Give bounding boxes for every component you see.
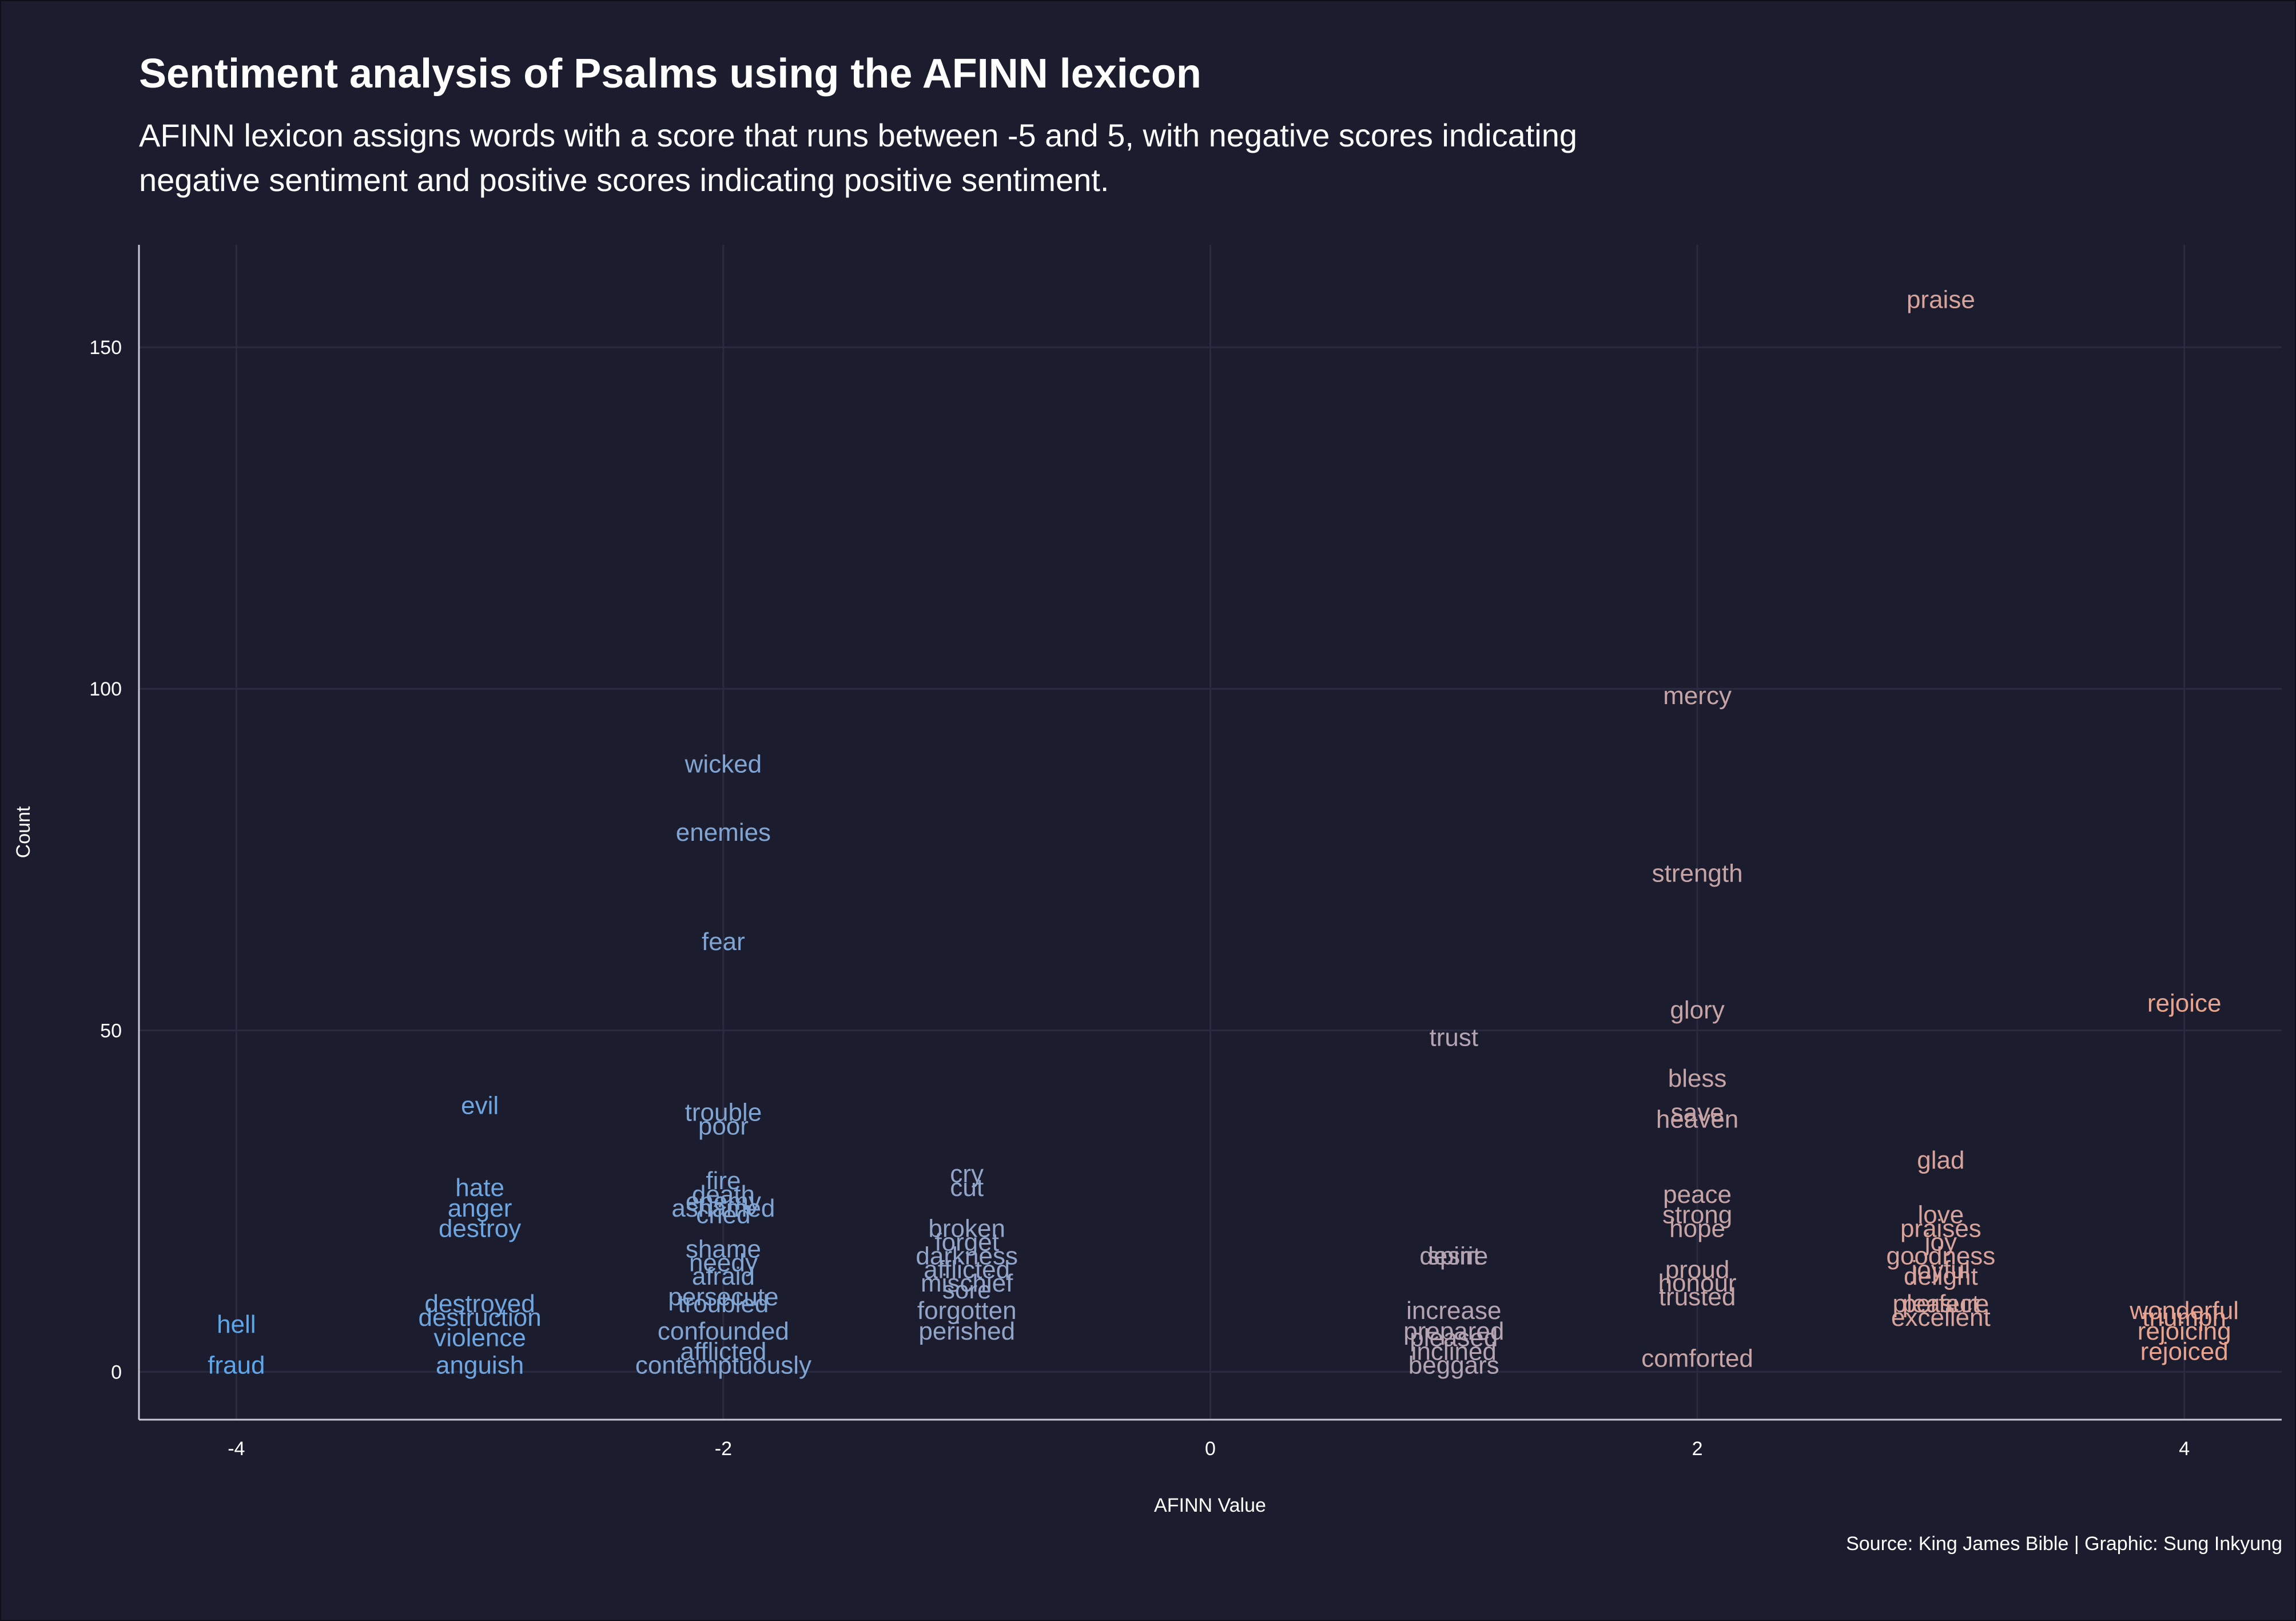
word-point: glory <box>1670 996 1724 1024</box>
word-point: enemy <box>686 1187 761 1215</box>
word-point: strength <box>1652 860 1743 888</box>
word-point: increase <box>1406 1297 1501 1325</box>
tick-labels: -4 -2 0 2 4 0 50 100 150 <box>89 337 2190 1460</box>
word-point: contemptuously <box>635 1351 811 1379</box>
word-point: evil <box>461 1092 499 1120</box>
word-point: destroy <box>439 1215 521 1243</box>
word-point: joyful <box>1911 1256 1971 1284</box>
word-point: praise <box>1907 286 1975 314</box>
word-point: anger <box>448 1194 512 1222</box>
x-tick-label: -2 <box>715 1438 732 1460</box>
word-point: trusted <box>1659 1283 1736 1311</box>
word-point: prepared <box>1403 1317 1504 1345</box>
word-point: destruction <box>418 1304 541 1332</box>
word-point: rejoice <box>2147 990 2222 1018</box>
word-point: enemies <box>676 819 771 847</box>
word-point: spirit <box>1427 1242 1481 1270</box>
word-point: cried <box>696 1201 750 1229</box>
x-axis-title: AFINN Value <box>1154 1495 1266 1516</box>
word-point: destroyed <box>424 1290 535 1318</box>
word-point: wicked <box>685 750 762 778</box>
word-point: hope <box>1669 1215 1725 1243</box>
x-tick-label: 0 <box>1205 1438 1216 1460</box>
axes <box>138 245 2282 1421</box>
word-point: trust <box>1430 1023 1479 1051</box>
word-point: delight <box>1904 1262 1978 1290</box>
word-point: forgotten <box>917 1297 1017 1325</box>
word-point: beggars <box>1408 1351 1499 1379</box>
word-point: afflicted <box>924 1256 1010 1284</box>
word-point: pleasure <box>1892 1290 1989 1318</box>
word-point: anguish <box>436 1351 524 1379</box>
word-point: forget <box>934 1229 999 1257</box>
word-point: bless <box>1668 1064 1727 1092</box>
word-point: honour <box>1658 1269 1737 1297</box>
word-point: save <box>1671 1099 1724 1127</box>
word-point: triumph <box>2142 1304 2226 1332</box>
word-point: inclined <box>1411 1338 1497 1366</box>
word-point: goodness <box>1886 1242 1995 1270</box>
word-point: love <box>1918 1201 1964 1229</box>
word-point: perfect <box>1903 1290 1980 1318</box>
x-tick-label: 2 <box>1692 1438 1703 1460</box>
word-point: afraid <box>692 1262 755 1290</box>
word-point: shame <box>686 1235 761 1263</box>
gridlines <box>139 245 2282 1420</box>
word-point: peace <box>1663 1181 1732 1209</box>
word-point: fire <box>706 1167 741 1195</box>
word-point: fear <box>702 928 745 956</box>
word-point: darkness <box>916 1242 1018 1270</box>
word-point: fraud <box>208 1351 265 1379</box>
word-point: confounded <box>658 1317 789 1345</box>
word-point: glad <box>1917 1146 1964 1174</box>
word-point: strong <box>1662 1201 1732 1229</box>
word-point: joy <box>1924 1229 1957 1257</box>
word-point: violence <box>433 1324 526 1352</box>
word-point: sore <box>942 1276 992 1304</box>
word-point: hell <box>217 1310 256 1338</box>
source-caption: Source: King James Bible | Graphic: Sung… <box>1846 1533 2282 1555</box>
word-point: trouble <box>685 1099 762 1127</box>
word-point: praises <box>1900 1215 1981 1243</box>
word-point: troubled <box>678 1290 769 1318</box>
x-tick-label: 4 <box>2179 1438 2190 1460</box>
word-point: cry <box>950 1160 984 1188</box>
word-labels: praise mercy wicked enemies strength fear rejo… <box>208 286 2239 1380</box>
chart-subtitle: AFINN lexicon assigns words with a score… <box>139 117 1578 198</box>
word-point: mercy <box>1663 682 1732 710</box>
word-point: broken <box>928 1215 1005 1243</box>
y-tick-label: 150 <box>89 337 122 359</box>
chart-title: Sentiment analysis of Psalms using the A… <box>139 51 1201 97</box>
word-point: death <box>692 1181 755 1209</box>
word-point: ashamed <box>671 1194 775 1222</box>
word-point: rejoiced <box>2140 1338 2229 1366</box>
word-point: mischief <box>921 1269 1013 1297</box>
y-axis-title: Count <box>13 806 34 858</box>
word-point: wonderful <box>2129 1297 2239 1325</box>
y-tick-label: 50 <box>100 1020 122 1042</box>
x-tick-label: -4 <box>228 1438 245 1460</box>
word-point: proud <box>1665 1256 1730 1284</box>
y-tick-label: 0 <box>111 1361 122 1383</box>
word-point: persecute <box>668 1283 778 1311</box>
word-point: poor <box>698 1113 749 1141</box>
y-tick-label: 100 <box>89 678 122 700</box>
word-point: rejoicing <box>2138 1317 2231 1345</box>
word-point: pleased <box>1410 1324 1498 1352</box>
word-point: needy <box>689 1249 758 1277</box>
word-point: afflicted <box>680 1338 766 1366</box>
word-point: hate <box>455 1174 504 1202</box>
word-point: excellent <box>1891 1304 1991 1332</box>
word-point: comforted <box>1641 1345 1753 1373</box>
word-point: heaven <box>1656 1106 1738 1134</box>
word-point: cut <box>950 1174 984 1202</box>
word-point: desire <box>1419 1242 1488 1270</box>
word-point: perished <box>918 1317 1015 1345</box>
